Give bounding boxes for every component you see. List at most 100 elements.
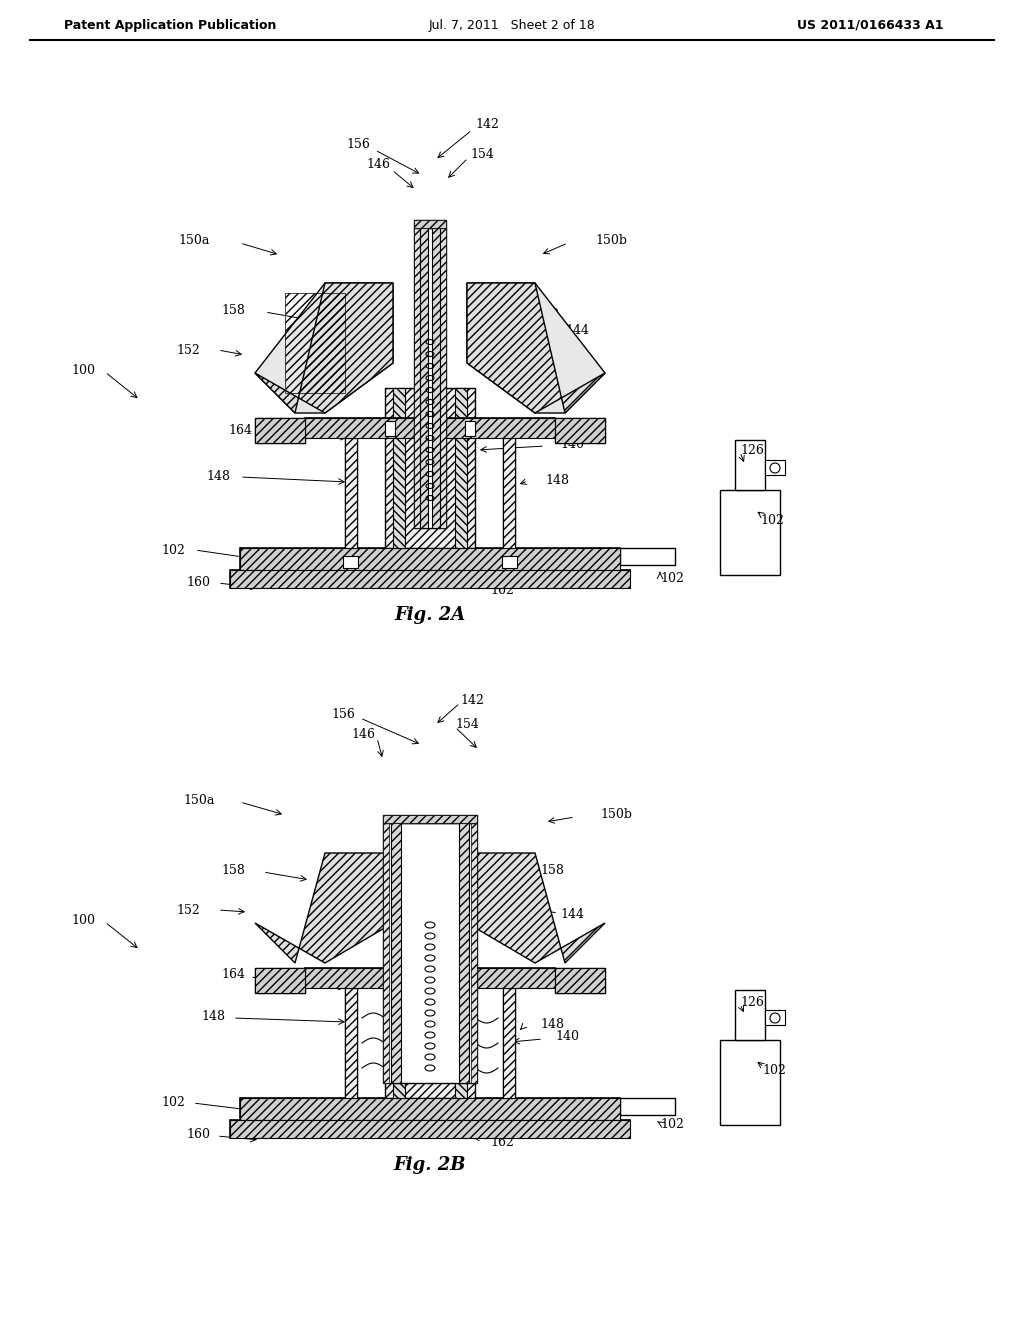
Bar — [385, 908, 475, 1098]
Bar — [230, 570, 630, 587]
Polygon shape — [467, 282, 605, 413]
Text: 152: 152 — [176, 343, 200, 356]
Text: 154: 154 — [470, 149, 494, 161]
Bar — [735, 440, 765, 490]
Bar — [735, 990, 765, 1040]
Bar — [343, 556, 358, 568]
Polygon shape — [467, 853, 605, 964]
Bar — [420, 228, 428, 528]
Bar — [345, 987, 357, 1098]
Text: 102: 102 — [161, 1096, 185, 1109]
Bar — [459, 822, 469, 1082]
Text: 152: 152 — [176, 903, 200, 916]
Bar — [345, 987, 357, 1098]
Text: 150a: 150a — [183, 793, 215, 807]
Text: 160: 160 — [186, 1129, 210, 1142]
Bar — [503, 987, 515, 1098]
Bar — [345, 438, 357, 548]
Bar — [555, 418, 605, 444]
Bar — [414, 220, 446, 228]
Text: Fig. 2A: Fig. 2A — [394, 606, 466, 624]
Bar — [432, 228, 440, 528]
Bar — [393, 908, 406, 1098]
Bar — [555, 968, 605, 993]
Bar — [765, 459, 785, 475]
Bar — [503, 987, 515, 1098]
Bar — [345, 438, 357, 548]
Bar — [414, 228, 420, 528]
Bar — [255, 968, 305, 993]
Bar — [620, 548, 675, 565]
Bar — [230, 570, 630, 587]
Text: 158: 158 — [540, 863, 564, 876]
Text: 150b: 150b — [600, 808, 632, 821]
Bar — [305, 418, 555, 438]
Text: 126: 126 — [740, 995, 764, 1008]
Polygon shape — [255, 853, 393, 964]
Bar — [305, 968, 555, 987]
Text: 140: 140 — [560, 438, 584, 451]
Bar — [230, 1119, 630, 1138]
Bar — [230, 1119, 630, 1138]
Bar — [385, 388, 475, 548]
Bar — [502, 556, 517, 568]
Text: 142: 142 — [460, 693, 484, 706]
Text: 156: 156 — [331, 709, 355, 722]
Text: 146: 146 — [351, 729, 375, 742]
Text: 126: 126 — [740, 444, 764, 457]
Text: 100: 100 — [71, 363, 95, 376]
Text: Fig. 2B: Fig. 2B — [394, 1156, 466, 1173]
Text: 158: 158 — [221, 863, 245, 876]
Text: 100: 100 — [71, 913, 95, 927]
Polygon shape — [467, 282, 605, 413]
Text: 102: 102 — [660, 1118, 684, 1131]
Text: 140: 140 — [555, 1031, 579, 1044]
Text: 146: 146 — [366, 158, 390, 172]
Text: 160: 160 — [186, 576, 210, 589]
Bar — [503, 438, 515, 548]
Polygon shape — [255, 282, 393, 413]
Bar — [455, 908, 467, 1098]
Text: 164: 164 — [221, 969, 245, 982]
Bar — [383, 814, 477, 822]
Bar — [240, 548, 620, 570]
Bar — [765, 1010, 785, 1026]
Bar — [555, 418, 605, 444]
Bar — [240, 548, 620, 570]
Text: 148: 148 — [201, 1011, 225, 1023]
Text: 154: 154 — [455, 718, 479, 731]
Text: 164: 164 — [540, 970, 564, 983]
Polygon shape — [255, 282, 393, 413]
Text: 144: 144 — [565, 323, 589, 337]
Text: 156: 156 — [346, 139, 370, 152]
Text: 102: 102 — [450, 1104, 474, 1117]
Bar — [471, 822, 477, 1082]
Bar — [285, 293, 345, 393]
Text: 148: 148 — [545, 474, 569, 487]
Text: 148: 148 — [540, 1019, 564, 1031]
Bar — [620, 1098, 675, 1115]
Text: 158: 158 — [221, 304, 245, 317]
Bar — [240, 1098, 620, 1119]
Bar — [383, 814, 477, 822]
Bar — [383, 822, 477, 1082]
Bar — [240, 1098, 620, 1119]
Text: 150b: 150b — [595, 234, 627, 247]
Text: 144: 144 — [560, 908, 584, 921]
Bar — [255, 418, 305, 444]
Bar — [455, 388, 467, 548]
Text: 142: 142 — [475, 119, 499, 132]
Bar — [385, 421, 395, 436]
Text: Jul. 7, 2011   Sheet 2 of 18: Jul. 7, 2011 Sheet 2 of 18 — [429, 18, 595, 32]
Bar — [414, 220, 446, 228]
Bar — [440, 228, 446, 528]
Bar — [305, 968, 555, 987]
Text: 162: 162 — [490, 1135, 514, 1148]
Text: 164: 164 — [545, 425, 569, 438]
Bar — [383, 822, 389, 1082]
Circle shape — [770, 463, 780, 473]
Bar — [255, 418, 305, 444]
Text: 164: 164 — [228, 424, 252, 437]
Text: 102: 102 — [760, 513, 784, 527]
Text: 148: 148 — [206, 470, 230, 483]
